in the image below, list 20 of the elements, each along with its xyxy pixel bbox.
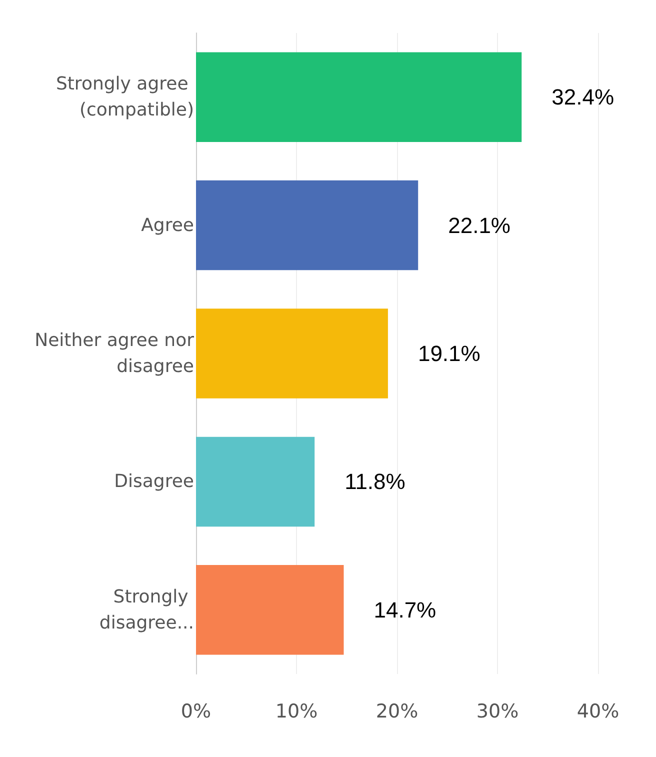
data-label: 32.4% <box>552 84 614 110</box>
data-label: 11.8% <box>344 469 406 494</box>
bar <box>196 308 388 398</box>
bar <box>196 180 418 270</box>
y-tick-label: Strongly agree (compatible) <box>56 74 194 121</box>
y-tick-label: Strongly disagree... <box>99 586 194 634</box>
data-label: 14.7% <box>374 597 436 622</box>
x-tick-label: 0% <box>180 700 212 722</box>
y-tick-label: Neither agree nor disagree <box>34 330 195 377</box>
bar <box>196 436 315 527</box>
bar <box>196 52 522 142</box>
bar <box>196 565 344 655</box>
data-label: 19.1% <box>418 341 480 366</box>
y-tick-label: Disagree <box>114 471 194 492</box>
y-tick-label: Agree <box>141 214 194 236</box>
x-tick-label: 40% <box>576 700 620 722</box>
x-tick-label: 20% <box>376 700 418 722</box>
x-tick-label: 10% <box>275 700 318 722</box>
data-label: 22.1% <box>448 212 510 238</box>
x-tick-label: 30% <box>476 700 519 722</box>
